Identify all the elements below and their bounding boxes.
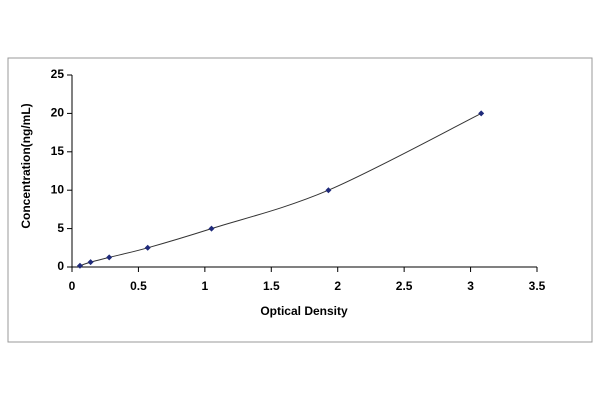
y-tick-label: 5 [57, 221, 64, 235]
y-tick-label: 0 [57, 259, 64, 273]
x-tick-label: 0 [69, 279, 76, 293]
data-point [144, 244, 151, 251]
x-tick-label: 1.5 [263, 279, 280, 293]
x-tick-label: 3.5 [529, 279, 546, 293]
x-tick-label: 2.5 [396, 279, 413, 293]
data-point [76, 262, 83, 269]
x-tick-label: 0.5 [130, 279, 147, 293]
x-axis-label: Optical Density [260, 304, 348, 318]
chart-frame [7, 57, 593, 343]
x-tick-label: 2 [334, 279, 341, 293]
data-point [478, 110, 485, 117]
y-tick-label: 10 [51, 182, 65, 196]
y-axis-label: Concentration(ng/mL) [19, 103, 33, 228]
data-point [325, 187, 332, 194]
x-tick-label: 1 [202, 279, 209, 293]
y-tick-label: 15 [51, 144, 65, 158]
y-tick-label: 20 [51, 106, 65, 120]
data-point [208, 225, 215, 232]
data-point [106, 254, 113, 261]
y-tick-label: 25 [51, 67, 65, 81]
data-point [87, 259, 94, 266]
x-tick-label: 3 [467, 279, 474, 293]
